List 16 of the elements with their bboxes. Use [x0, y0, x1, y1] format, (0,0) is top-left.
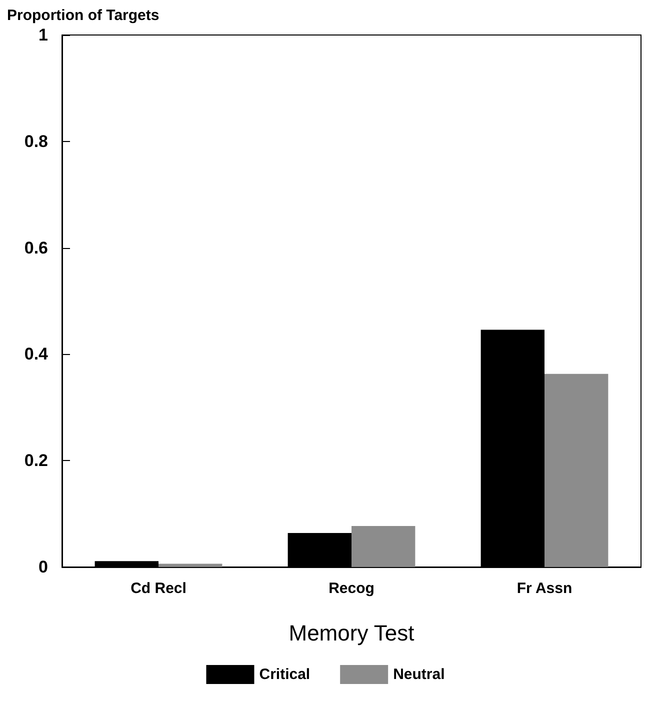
y-tick-label: 0.2	[24, 451, 48, 470]
x-tick-label: Recog	[328, 580, 374, 597]
legend-label: Critical	[259, 666, 310, 683]
x-tick-label: Fr Assn	[516, 580, 572, 597]
y-axis-title: Proportion of Targets	[7, 7, 160, 24]
y-tick-label: 0.4	[24, 344, 49, 364]
bar	[544, 374, 608, 567]
y-tick-label: 0.6	[24, 238, 48, 258]
y-tick-label: 0.8	[24, 132, 48, 151]
y-tick-label: 0	[38, 558, 48, 576]
y-tick-label: 1	[38, 26, 48, 44]
legend-label: Neutral	[393, 666, 445, 683]
x-tick-label: Cd Recl	[130, 580, 186, 597]
bar	[352, 526, 416, 567]
bar	[158, 564, 222, 567]
x-axis-title: Memory Test	[288, 620, 414, 646]
